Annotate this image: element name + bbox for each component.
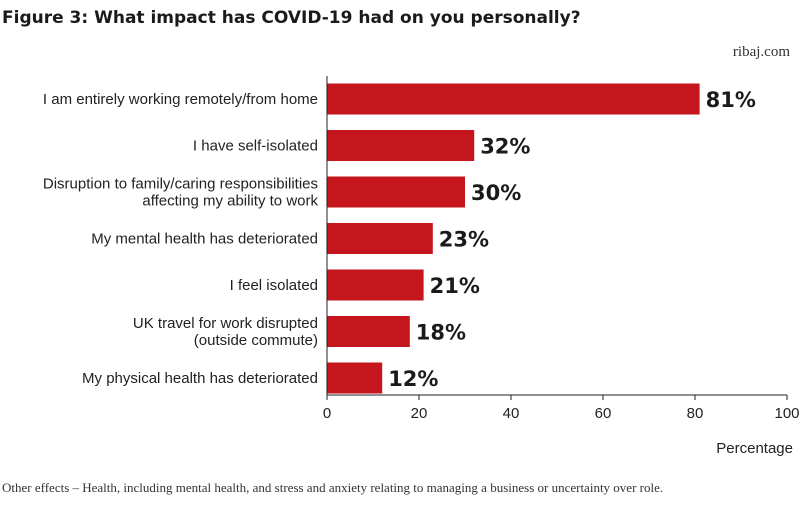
bar: [327, 130, 475, 161]
footnote: Other effects – Health, including mental…: [2, 480, 664, 495]
category-label: Disruption to family/caring responsibili…: [43, 176, 318, 193]
x-axis-title: Percentage: [716, 440, 793, 457]
data-label: 30%: [471, 181, 521, 205]
chart-title: Figure 3: What impact has COVID-19 had o…: [2, 8, 581, 28]
x-tick-label: 60: [595, 405, 612, 422]
x-tick-label: 20: [411, 405, 428, 422]
source-label: ribaj.com: [732, 44, 790, 60]
data-label: 18%: [416, 321, 466, 345]
category-label: I feel isolated: [230, 277, 318, 294]
x-tick-label: 80: [687, 405, 704, 422]
data-label: 12%: [388, 367, 438, 391]
bar: [327, 269, 424, 301]
category-label: My mental health has deteriorated: [91, 231, 318, 248]
category-label: I am entirely working remotely/from home: [43, 91, 318, 108]
category-label: (outside commute): [194, 332, 318, 349]
x-tick-label: 100: [774, 405, 799, 422]
category-label: I have self-isolated: [193, 138, 318, 155]
data-label: 23%: [439, 228, 489, 252]
bar: [327, 362, 383, 394]
data-label: 21%: [430, 274, 480, 298]
x-tick-label: 0: [323, 405, 331, 422]
bar: [327, 176, 465, 208]
data-label: 32%: [480, 135, 530, 159]
bar: [327, 316, 410, 347]
category-label: UK travel for work disrupted: [133, 315, 318, 332]
x-tick-label: 40: [503, 405, 520, 422]
category-label: My physical health has deteriorated: [82, 370, 318, 387]
bar: [327, 223, 433, 254]
data-label: 81%: [706, 88, 756, 112]
category-label: affecting my ability to work: [142, 193, 318, 210]
bar: [327, 83, 700, 115]
